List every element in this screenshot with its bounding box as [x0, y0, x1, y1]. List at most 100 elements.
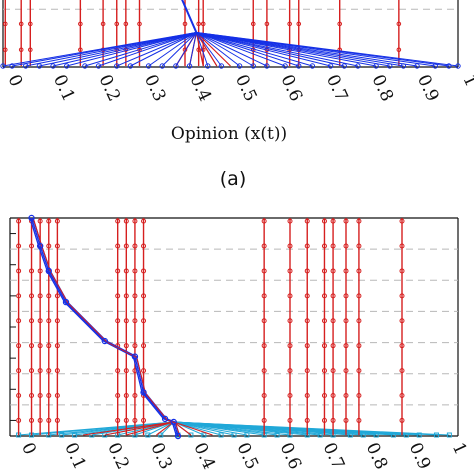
- plot-a-point: [218, 63, 225, 69]
- plot-b-point: [304, 318, 310, 324]
- plot-b-point: [330, 393, 336, 399]
- plot-b-x-tick-label: 1: [448, 440, 471, 458]
- plot-b-point: [37, 343, 43, 349]
- plot-b-point: [46, 393, 52, 399]
- plot-b-point: [170, 418, 177, 426]
- plot-b-series-line: [147, 421, 174, 436]
- plot-b-point: [141, 268, 147, 274]
- plot-a-x-tick-label: 0.4: [185, 72, 215, 105]
- plot-a-point: [287, 21, 292, 27]
- plot-b-x-tick-label: 0.2: [103, 440, 133, 473]
- plot-b-x-tick-label: 0.1: [60, 440, 90, 473]
- plot-b-point: [54, 293, 60, 299]
- plot-a-point: [82, 63, 88, 69]
- plot-b-point: [321, 318, 327, 324]
- plot-a-point: [9, 63, 15, 69]
- plot-a-point: [78, 47, 83, 53]
- plot-a-point: [127, 63, 134, 69]
- plot-b-point: [123, 393, 129, 399]
- plot-b-point: [16, 318, 22, 324]
- plot-a-series-line: [148, 32, 197, 67]
- plot-b-point: [188, 432, 194, 438]
- plot-b-series-line: [126, 421, 174, 436]
- plot-b-point: [321, 368, 327, 374]
- plot-a-point: [18, 47, 24, 53]
- plot-b-point: [321, 293, 327, 299]
- plot-b-point: [16, 243, 22, 249]
- plot-a-point: [182, 21, 188, 27]
- plot-b-point: [132, 318, 138, 324]
- plot-b-series-line: [156, 421, 175, 436]
- plot-a-point: [200, 21, 206, 27]
- plot-b-point: [218, 432, 224, 438]
- plot-a-point: [159, 63, 165, 69]
- plot-a-point: [36, 63, 43, 69]
- plot-b-point: [46, 343, 52, 349]
- plot-b-point: [287, 243, 293, 249]
- plot-b-point: [399, 393, 405, 399]
- plot-a-point: [50, 63, 56, 69]
- plot-b-point: [356, 417, 362, 423]
- plot-a-series-line: [181, 0, 198, 33]
- plot-b-point: [399, 243, 405, 249]
- plot-a-point: [28, 47, 33, 53]
- plot-b-x-tick-label: 0.6: [276, 440, 306, 473]
- plot-b-point: [174, 432, 182, 440]
- plot-a-series-line: [66, 32, 197, 67]
- plot-a-point: [264, 21, 270, 27]
- plot-a: 0 0.1 0.2 0.3 0.4 0.5 0.6 0.7 0.8 0.9 1: [0, 0, 474, 105]
- plot-b-point: [115, 243, 121, 249]
- plot-a-x-tick-label: 0.2: [94, 72, 124, 105]
- plot-a-x-tick-label: 0.1: [49, 72, 79, 105]
- plot-b-point: [16, 218, 22, 224]
- plot-b-point: [261, 218, 267, 224]
- plot-b-point: [54, 368, 60, 374]
- plot-b-point: [304, 293, 310, 299]
- plot-a-point: [396, 47, 402, 53]
- plot-b-point: [321, 218, 327, 224]
- plot-b-series-line: [33, 218, 181, 438]
- plot-b-point: [54, 268, 60, 274]
- plot-b-point: [201, 432, 207, 438]
- plot-b-point: [261, 318, 267, 324]
- plot-b-point: [141, 318, 147, 324]
- plot-b-point: [132, 218, 138, 224]
- plot-a-point: [282, 63, 288, 69]
- plot-b-point: [141, 218, 147, 224]
- plot-a-point: [78, 21, 83, 27]
- plot-b-point: [115, 218, 121, 224]
- plot-b-point: [54, 393, 60, 399]
- plot-a-point: [137, 21, 142, 27]
- plot-b-series-line: [173, 421, 450, 436]
- plot-b-point: [141, 293, 147, 299]
- plot-b-point: [123, 318, 129, 324]
- plot-b-point: [37, 293, 43, 299]
- plot-b-point: [304, 343, 310, 349]
- plot-b-point: [356, 368, 362, 374]
- plot-b-point: [36, 242, 44, 250]
- plot-b-point: [287, 218, 293, 224]
- plot-a-point: [18, 21, 24, 27]
- plot-b-point: [123, 417, 129, 423]
- plot-a-point: [250, 63, 256, 69]
- plot-b-point: [16, 417, 22, 423]
- plot-b-point: [399, 293, 405, 299]
- plot-b-point: [356, 318, 362, 324]
- plot-a-series-line: [175, 32, 197, 67]
- plot-b-point: [29, 268, 35, 274]
- plot-b-point: [115, 293, 121, 299]
- plot-b-point: [261, 243, 267, 249]
- plot-a-point: [327, 63, 334, 69]
- plot-a-series-line: [116, 32, 197, 67]
- plot-b-point: [399, 343, 405, 349]
- plot-b-series-line: [32, 217, 181, 437]
- plot-b-point: [140, 389, 147, 396]
- plot-b-point: [37, 393, 43, 399]
- plot-b-point: [330, 268, 336, 274]
- plot-b-point: [287, 268, 293, 274]
- plot-b-point: [321, 393, 327, 399]
- plot-b-point: [261, 268, 267, 274]
- plot-a-point: [95, 63, 102, 69]
- plot-b-x-tick-label: 0.5: [232, 440, 262, 473]
- plot-b-point: [16, 268, 22, 274]
